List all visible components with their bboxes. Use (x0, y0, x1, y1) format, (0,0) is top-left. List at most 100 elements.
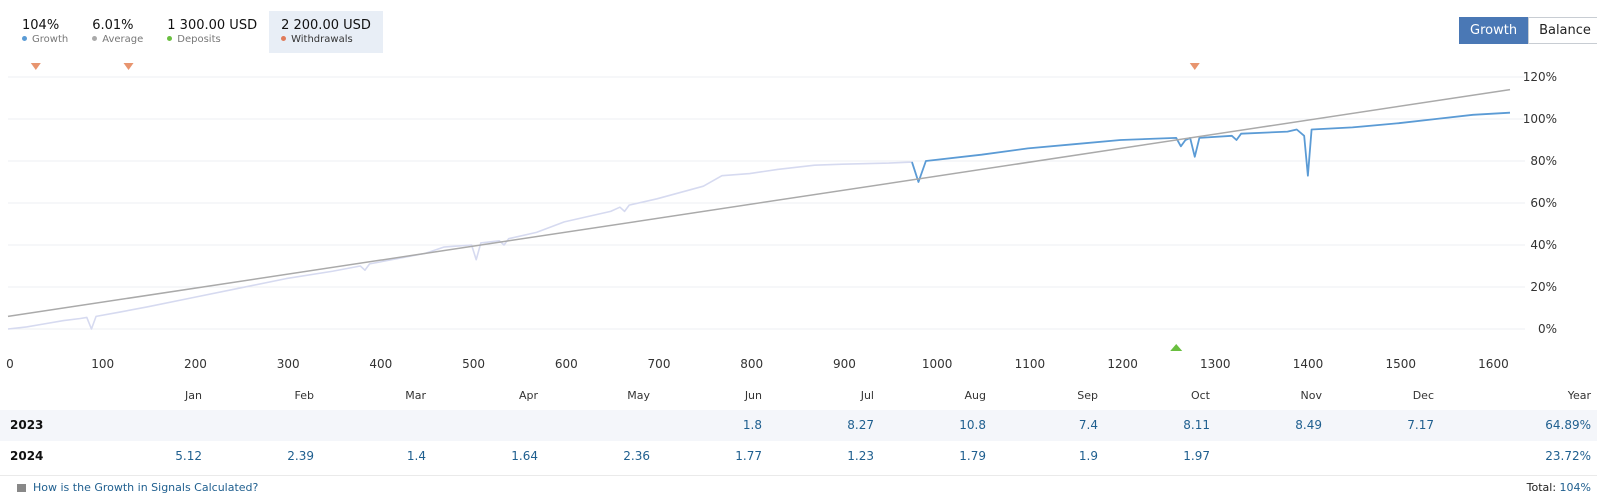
deposit-marker[interactable] (1170, 344, 1183, 351)
month-value[interactable]: 1.23 (847, 449, 874, 463)
month-header: Aug (964, 389, 986, 402)
growth-calculation-link[interactable]: How is the Growth in Signals Calculated? (33, 481, 259, 494)
x-tick-label: 700 (648, 357, 671, 371)
stat-value: 2 200.00 USD (281, 18, 371, 33)
month-header: Nov (1300, 389, 1322, 402)
x-tick-label: 1500 (1385, 357, 1416, 371)
stat-average[interactable]: 6.01% Average (80, 11, 155, 53)
x-tick-label: 1300 (1200, 357, 1231, 371)
month-header: May (627, 389, 650, 402)
month-value[interactable] (1322, 441, 1434, 472)
stat-label: Growth (32, 34, 69, 45)
month-header: Apr (518, 389, 538, 402)
x-tick-label: 300 (277, 357, 300, 371)
average-dot-icon (92, 35, 98, 41)
stat-deposits[interactable]: 1 300.00 USD Deposits (155, 11, 269, 53)
month-value[interactable]: 10.8 (959, 418, 986, 432)
month-value[interactable]: 7.17 (1407, 418, 1434, 432)
month-value[interactable] (1210, 441, 1322, 472)
month-header: Jan (185, 389, 202, 402)
summary-bar: 104% Growth 6.01% Average 1 300.00 USD D… (10, 11, 383, 53)
y-tick-label: 100% (1523, 112, 1557, 126)
growth-toggle-button[interactable]: Growth (1459, 17, 1529, 44)
withdrawal-marker[interactable] (123, 63, 134, 70)
x-tick-label: 400 (369, 357, 392, 371)
balance-toggle-button[interactable]: Balance (1528, 17, 1597, 44)
withdrawal-marker[interactable] (30, 63, 41, 70)
table-body: 2023 1.8 8.27 10.8 7.4 8.11 8.49 7.17 64.89% 2024… (0, 410, 1597, 472)
stat-value: 1 300.00 USD (167, 18, 258, 33)
month-header: Jul (860, 389, 874, 402)
x-tick-label: 1600 (1478, 357, 1509, 371)
x-tick-label: 1100 (1015, 357, 1046, 371)
month-value[interactable]: 1.8 (742, 418, 762, 432)
month-value[interactable]: 1.4 (406, 449, 426, 463)
month-value[interactable]: 2.36 (623, 449, 650, 463)
year-total: 64.89% (1545, 418, 1591, 432)
series-line-average[interactable] (7, 88, 1511, 318)
month-header: Jun (744, 389, 762, 402)
withdrawal-marker[interactable] (1189, 63, 1200, 70)
month-value[interactable] (314, 410, 426, 441)
withdrawals-dot-icon (281, 35, 287, 41)
month-value[interactable]: 8.49 (1295, 418, 1322, 432)
row-year: 2024 (10, 449, 44, 463)
stat-withdrawals[interactable]: 2 200.00 USD Withdrawals (269, 11, 383, 53)
x-tick-label: 1200 (1107, 357, 1138, 371)
y-tick-label: 120% (1523, 70, 1557, 84)
month-value[interactable]: 1.64 (511, 449, 538, 463)
x-tick-label: 600 (555, 357, 578, 371)
month-header: Feb (294, 389, 314, 402)
month-value[interactable]: 1.79 (959, 449, 986, 463)
table-header: Jan Feb Mar Apr May Jun Jul Aug Sep Oct Nov Dec Year (0, 382, 1597, 410)
month-value[interactable] (202, 410, 314, 441)
stat-value: 6.01% (92, 18, 134, 33)
x-tick-label: 900 (833, 357, 856, 371)
table-row: 2023 1.8 8.27 10.8 7.4 8.11 8.49 7.17 64.89% (0, 410, 1597, 441)
month-value[interactable]: 1.77 (735, 449, 762, 463)
x-tick-label: 1000 (922, 357, 953, 371)
total-value: 104% (1559, 481, 1591, 494)
month-value[interactable] (538, 410, 650, 441)
footer: How is the Growth in Signals Calculated?… (0, 475, 1597, 500)
x-tick-label: 1400 (1293, 357, 1324, 371)
x-tick-label: 200 (184, 357, 207, 371)
series-line-growth[interactable] (911, 111, 1511, 183)
month-value[interactable]: 2.39 (287, 449, 314, 463)
table-row: 2024 5.12 2.39 1.4 1.64 2.36 1.77 1.23 1.79 1.9 1.… (0, 441, 1597, 472)
month-header: Sep (1077, 389, 1098, 402)
month-value[interactable]: 5.12 (175, 449, 202, 463)
y-tick-label: 0% (1538, 322, 1557, 336)
growth-dot-icon (22, 35, 27, 41)
series-line-growth-history[interactable] (7, 161, 920, 330)
growth-chart[interactable]: 0% 20% 40% 60% 80% 100% 120% 0 100 200 300 400 500 60… (0, 55, 1597, 375)
header-blank (0, 382, 90, 410)
y-tick-label: 40% (1530, 238, 1557, 252)
stat-growth[interactable]: 104% Growth (10, 11, 80, 53)
stat-label: Average (102, 34, 144, 45)
stat-label: Deposits (177, 34, 221, 45)
month-value[interactable] (426, 410, 538, 441)
year-header: Year (1567, 389, 1591, 402)
month-value[interactable]: 1.9 (1078, 449, 1098, 463)
x-tick-label: 0 (6, 357, 14, 371)
stat-label: Withdrawals (291, 34, 353, 45)
month-value[interactable]: 7.4 (1078, 418, 1098, 432)
total-growth: Total: 104% (1527, 476, 1591, 500)
month-value[interactable] (90, 410, 202, 441)
view-toggle: Growth Balance (1459, 17, 1597, 44)
y-tick-label: 20% (1530, 280, 1557, 294)
y-tick-label: 80% (1530, 154, 1557, 168)
x-tick-label: 800 (740, 357, 763, 371)
month-value[interactable]: 8.11 (1183, 418, 1210, 432)
x-tick-label: 100 (91, 357, 114, 371)
growth-table: Jan Feb Mar Apr May Jun Jul Aug Sep Oct Nov Dec Year… (0, 382, 1597, 472)
y-tick-label: 60% (1530, 196, 1557, 210)
calculator-icon (17, 484, 26, 492)
month-value[interactable]: 1.97 (1183, 449, 1210, 463)
total-label: Total: (1526, 481, 1557, 494)
month-header: Oct (1190, 389, 1210, 402)
deposits-dot-icon (167, 35, 173, 41)
year-total: 23.72% (1545, 449, 1591, 463)
month-value[interactable]: 8.27 (847, 418, 874, 432)
